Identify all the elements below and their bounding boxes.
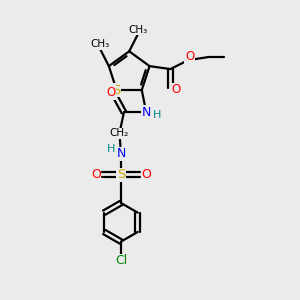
Text: O: O — [185, 50, 194, 63]
Text: N: N — [117, 147, 126, 161]
Text: O: O — [91, 168, 100, 181]
Text: O: O — [171, 83, 180, 96]
Text: S: S — [112, 83, 120, 97]
Text: Cl: Cl — [115, 254, 127, 267]
Text: S: S — [117, 168, 125, 181]
Text: CH₂: CH₂ — [110, 128, 129, 138]
Text: N: N — [142, 106, 151, 119]
Text: H: H — [106, 144, 115, 154]
Text: O: O — [106, 86, 115, 99]
Text: CH₃: CH₃ — [90, 39, 110, 50]
Text: H: H — [153, 110, 162, 120]
Text: CH₃: CH₃ — [128, 25, 148, 34]
Text: O: O — [141, 168, 151, 181]
